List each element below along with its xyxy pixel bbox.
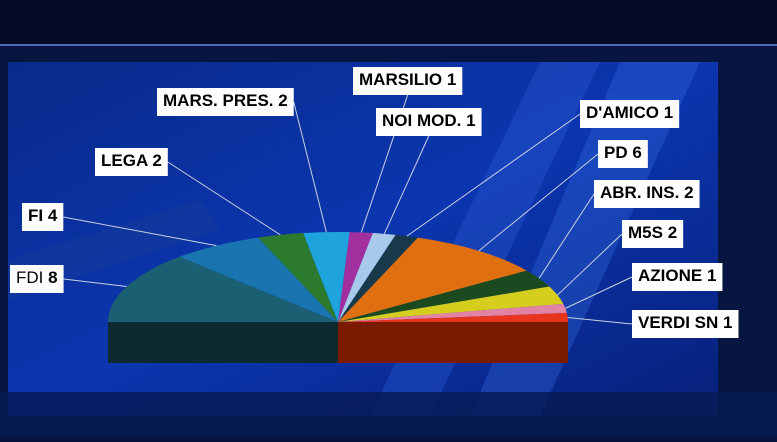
leader-line bbox=[538, 193, 595, 279]
label-box bbox=[594, 180, 700, 208]
leader-line bbox=[557, 233, 623, 296]
slice-label: MARSILIO 1 bbox=[359, 70, 456, 89]
base-left bbox=[108, 322, 338, 363]
slice-name: LEGA bbox=[101, 151, 148, 170]
slice-value: 2 bbox=[668, 223, 677, 242]
slice-label: MARS. PRES. 2 bbox=[163, 91, 288, 110]
slice-name: ABR. INS. bbox=[600, 183, 679, 202]
slice bbox=[303, 232, 350, 322]
slice-label: NOI MOD. 1 bbox=[382, 111, 476, 130]
slice bbox=[179, 237, 338, 322]
label-box bbox=[632, 310, 739, 338]
slice-value: 2 bbox=[152, 151, 161, 170]
leader-line bbox=[63, 216, 217, 247]
slice bbox=[338, 303, 567, 322]
slice-value: 1 bbox=[466, 111, 475, 130]
slice-value: 1 bbox=[447, 70, 456, 89]
slice-name: AZIONE bbox=[638, 266, 702, 285]
slice-name: MARSILIO bbox=[359, 70, 442, 89]
slice-label: AZIONE 1 bbox=[638, 266, 716, 285]
leader-line bbox=[383, 135, 430, 235]
slice-name: D'AMICO bbox=[586, 103, 664, 122]
slice-value: 8 bbox=[48, 268, 57, 287]
leader-line bbox=[565, 276, 633, 309]
slice-value: 2 bbox=[684, 183, 693, 202]
label-box bbox=[22, 203, 64, 231]
leader-line bbox=[478, 153, 599, 252]
slice-name: MARS. PRES. bbox=[163, 91, 274, 110]
slice-value: 6 bbox=[632, 143, 641, 162]
slice bbox=[338, 270, 550, 322]
label-box bbox=[376, 108, 482, 136]
slice bbox=[338, 233, 396, 322]
slice-name: VERDI SN bbox=[638, 313, 718, 332]
label-box bbox=[632, 263, 723, 291]
slice-label: PD 6 bbox=[604, 143, 642, 162]
slice-value: 1 bbox=[707, 266, 716, 285]
bottom-band bbox=[0, 392, 777, 437]
label-box bbox=[598, 140, 648, 168]
label-box bbox=[95, 148, 168, 176]
slice-name: M5S bbox=[628, 223, 663, 242]
slice-value: 4 bbox=[48, 206, 58, 225]
leader-line bbox=[167, 161, 281, 236]
slice bbox=[258, 233, 338, 322]
label-box bbox=[353, 67, 463, 95]
slice-label: LEGA 2 bbox=[101, 151, 162, 170]
slice-value: 2 bbox=[278, 91, 287, 110]
slice-label: FDI 8 bbox=[16, 268, 58, 287]
slice-name: FDI bbox=[16, 268, 43, 287]
label-box bbox=[10, 265, 64, 293]
slice-label: FI 4 bbox=[28, 206, 58, 225]
slice bbox=[338, 237, 527, 322]
slice bbox=[338, 286, 564, 322]
slice-label: M5S 2 bbox=[628, 223, 677, 242]
label-box bbox=[580, 100, 680, 128]
leader-line bbox=[293, 101, 327, 233]
top-band bbox=[0, 0, 777, 44]
slice-name: FI bbox=[28, 206, 43, 225]
label-box bbox=[622, 220, 684, 248]
slice-name: NOI MOD. bbox=[382, 111, 461, 130]
slice-value: 1 bbox=[723, 313, 732, 332]
slice-label: VERDI SN 1 bbox=[638, 313, 733, 332]
base-right bbox=[338, 322, 568, 363]
slice bbox=[338, 312, 568, 322]
slice-value: 1 bbox=[664, 103, 673, 122]
slice bbox=[108, 256, 338, 322]
slice-name: PD bbox=[604, 143, 628, 162]
slice-label: D'AMICO 1 bbox=[586, 103, 673, 122]
slice bbox=[338, 234, 418, 322]
leader-line bbox=[406, 113, 581, 237]
slice-label: ABR. INS. 2 bbox=[600, 183, 694, 202]
label-box bbox=[157, 88, 294, 116]
slice bbox=[338, 232, 373, 322]
leader-line bbox=[567, 316, 633, 325]
leader-line bbox=[63, 278, 127, 288]
